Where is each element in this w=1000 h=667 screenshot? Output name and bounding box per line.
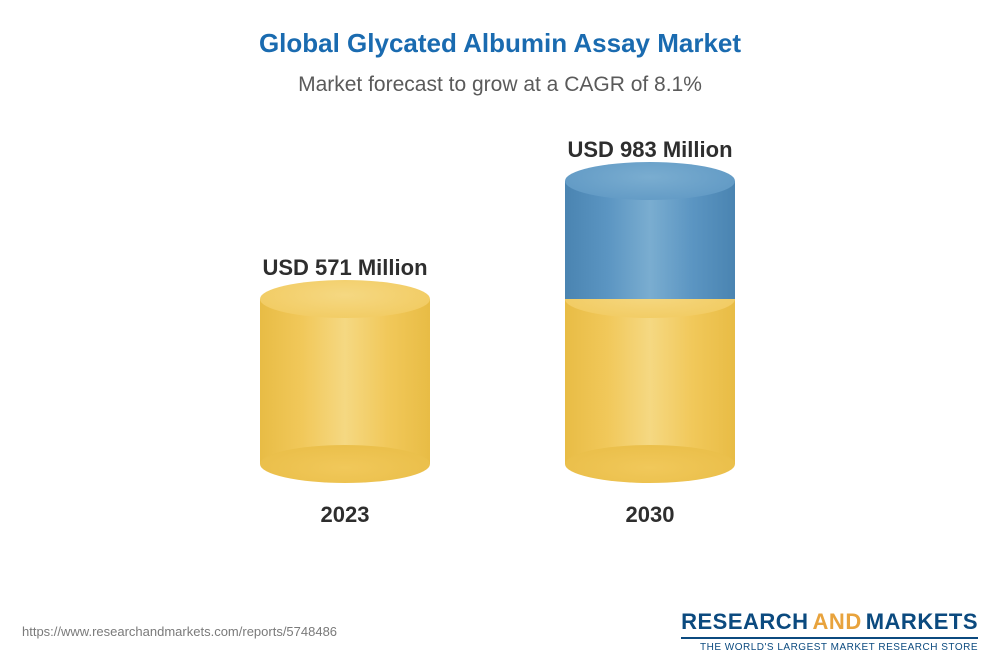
cylinder-top-ellipse [565, 162, 735, 200]
brand-word-and: AND [813, 609, 862, 634]
cylinder [565, 181, 735, 464]
bar-2030: USD 983 Million 2030 [560, 137, 740, 528]
chart-title: Global Glycated Albumin Assay Market [0, 0, 1000, 59]
bar-value-label: USD 983 Million [560, 137, 740, 163]
cylinder-segment [260, 299, 430, 464]
bar-value-label: USD 571 Million [255, 255, 435, 281]
cylinder-bottom-ellipse [260, 445, 430, 483]
chart-subtitle: Market forecast to grow at a CAGR of 8.1… [0, 73, 1000, 97]
brand-block: RESEARCHANDMARKETS THE WORLD'S LARGEST M… [681, 609, 978, 653]
footer: https://www.researchandmarkets.com/repor… [0, 605, 1000, 667]
cylinder-segment [565, 299, 735, 464]
brand-word-research: RESEARCH [681, 609, 808, 634]
bar-2023: USD 571 Million 2023 [255, 255, 435, 528]
cylinder-top-ellipse [260, 280, 430, 318]
brand-word-markets: MARKETS [866, 609, 978, 634]
brand-tagline: THE WORLD'S LARGEST MARKET RESEARCH STOR… [681, 637, 978, 653]
source-url: https://www.researchandmarkets.com/repor… [22, 624, 337, 639]
brand-name: RESEARCHANDMARKETS [681, 609, 978, 635]
cylinder-segment [565, 181, 735, 299]
chart-area: USD 571 Million 2023 USD 983 Million 203… [0, 117, 1000, 557]
bar-year-label: 2030 [560, 502, 740, 528]
bar-year-label: 2023 [255, 502, 435, 528]
cylinder-bottom-ellipse [565, 445, 735, 483]
cylinder [260, 299, 430, 464]
